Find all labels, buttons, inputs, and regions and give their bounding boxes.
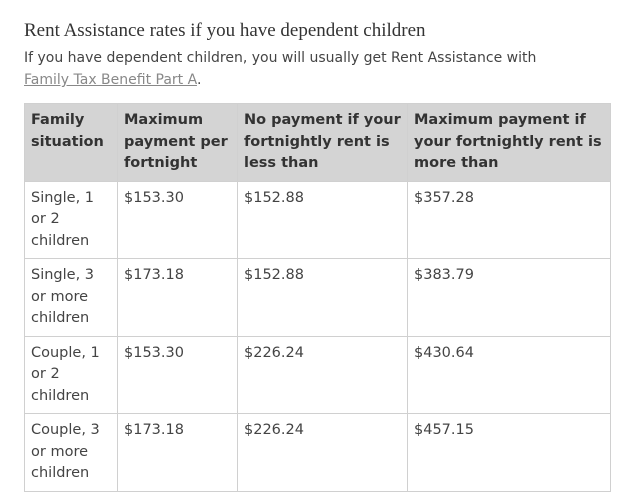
heading: Rent Assistance rates if you have depend… xyxy=(24,20,426,41)
column-header: No payment if your fortnightly rent is l… xyxy=(237,103,408,182)
table-cell: Single, 3 or more children xyxy=(24,258,118,337)
table-cell: $153.30 xyxy=(117,180,238,259)
link[interactable]: Family Tax Benefit Part A xyxy=(24,72,197,88)
table-cell: $173.18 xyxy=(117,413,238,492)
intro: If you have dependent children, you will… xyxy=(24,47,620,91)
table-cell: $383.79 xyxy=(407,258,611,337)
rates-table: Family situation Maximum payment per fort… xyxy=(24,103,611,492)
header-row: Family situation Maximum payment per fort… xyxy=(24,103,611,182)
table-cell: $226.24 xyxy=(237,413,408,492)
column-header: Maximum payment if your fortnightly rent… xyxy=(407,103,611,182)
table-cell: $357.28 xyxy=(407,180,611,259)
table-body: Single, 1 or 2 children $153.30 $152.88 $35… xyxy=(24,180,611,492)
table-row: Couple, 3 or more children $173.18 $226.24… xyxy=(24,413,611,492)
table-cell: Single, 1 or 2 children xyxy=(24,180,118,259)
table-cell: $430.64 xyxy=(407,335,611,414)
table-row: Single, 3 or more children $173.18 $152.88… xyxy=(24,258,611,337)
table-row: Single, 1 or 2 children $153.30 $152.88 $35… xyxy=(24,180,611,259)
column-header: Maximum payment per fortnight xyxy=(117,103,238,182)
table-cell: $153.30 xyxy=(117,335,238,414)
table-cell: $457.15 xyxy=(407,413,611,492)
table-cell: $152.88 xyxy=(237,258,408,337)
table-cell: $173.18 xyxy=(117,258,238,337)
table-cell: $226.24 xyxy=(237,335,408,414)
intro-text: If you have dependent children, you will… xyxy=(24,50,537,66)
table-cell: $152.88 xyxy=(237,180,408,259)
table-row: Couple, 1 or 2 children $153.30 $226.24 $43… xyxy=(24,335,611,414)
column-header: Family situation xyxy=(24,103,118,182)
table-cell: Couple, 1 or 2 children xyxy=(24,335,118,414)
intro-end: . xyxy=(196,72,202,88)
table-cell: Couple, 3 or more children xyxy=(24,413,118,492)
